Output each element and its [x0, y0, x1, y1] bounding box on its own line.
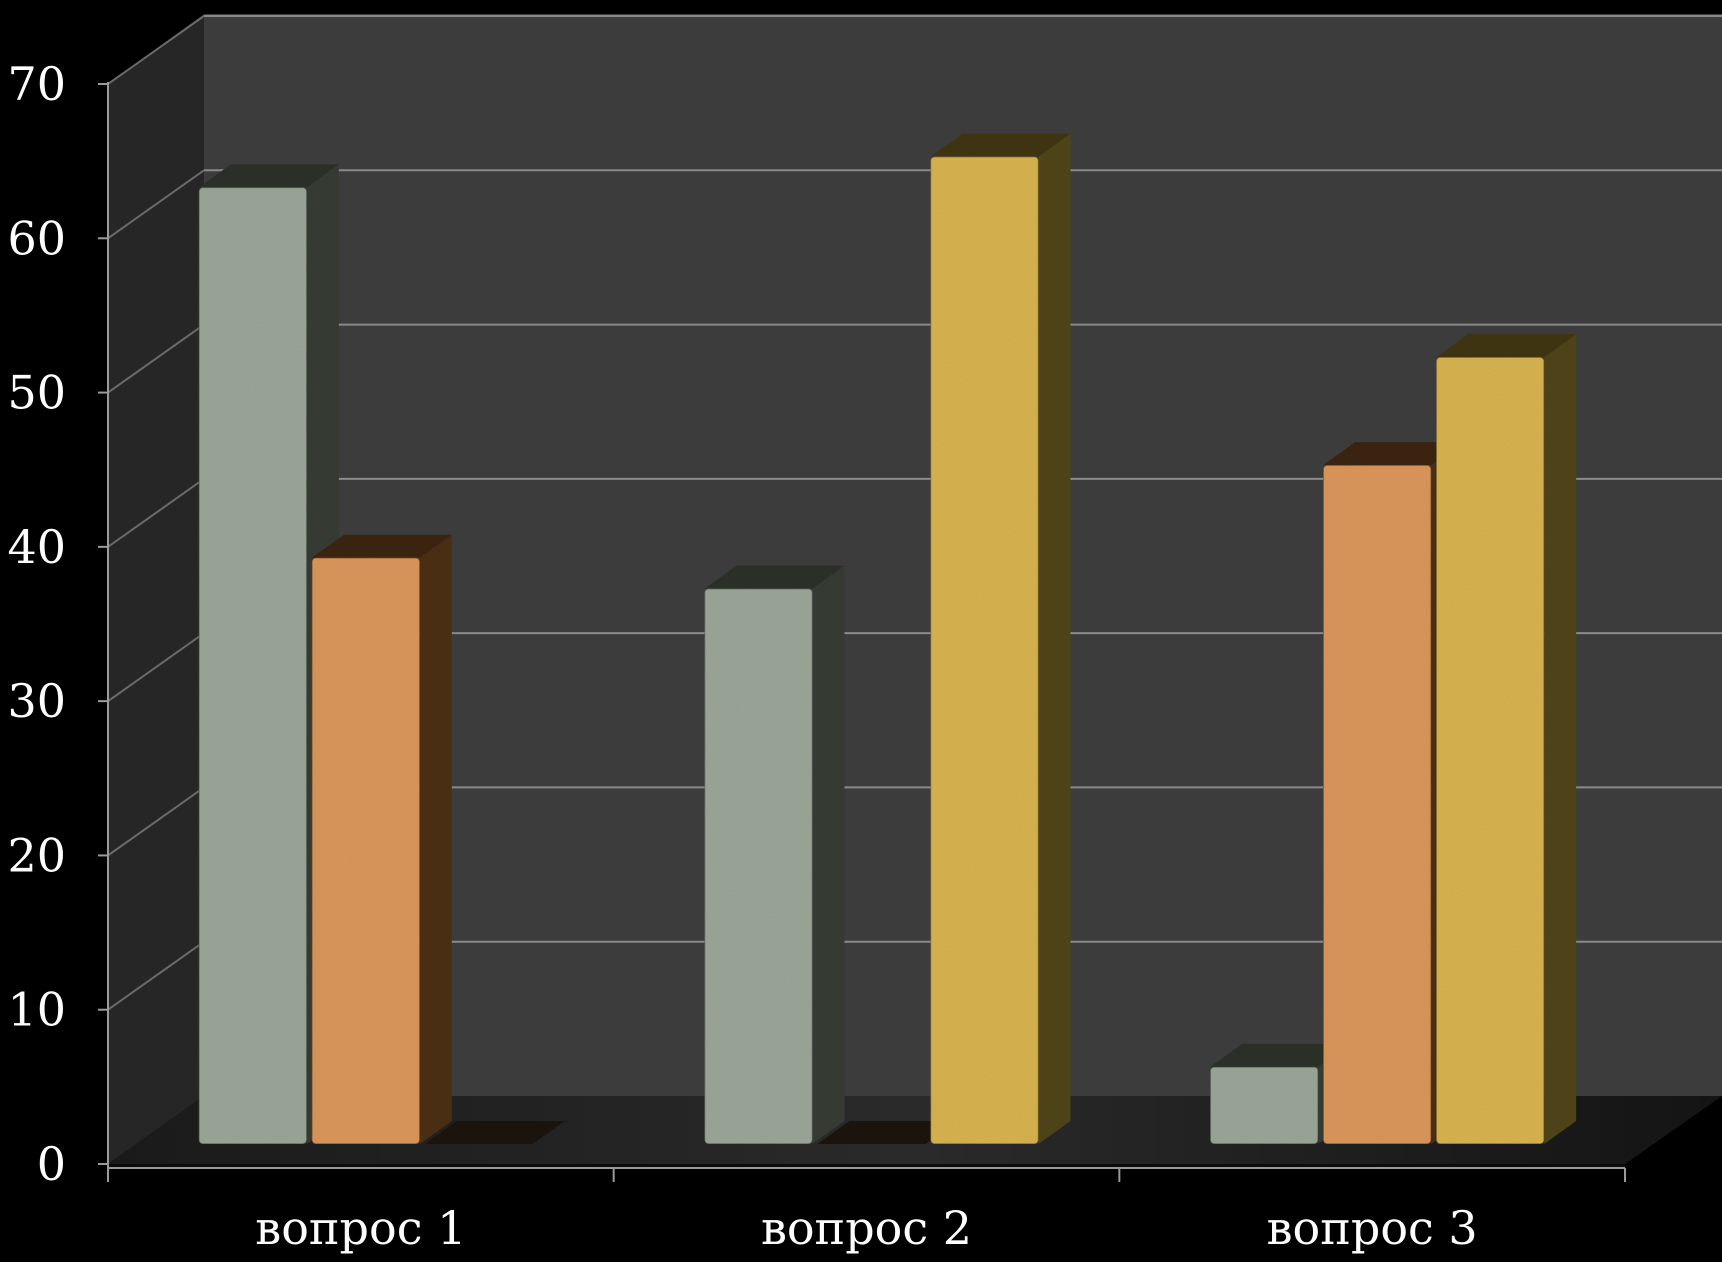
- bar-top: [1436, 334, 1577, 358]
- x-tick-label: вопрос 3: [1267, 1201, 1478, 1255]
- bar: [1209, 1066, 1319, 1145]
- gridline-side: [107, 478, 205, 548]
- gridline-side: [107, 786, 205, 857]
- bar-top: [704, 565, 845, 589]
- gridline-side: [107, 15, 205, 85]
- y-tick-label: 70: [7, 57, 66, 111]
- y-axis-tick-labels: 0 10 20 30 40 50 60 70: [7, 57, 66, 1191]
- gridline-side: [107, 323, 205, 394]
- y-tick-label: 0: [37, 1137, 66, 1191]
- bar-top: [311, 534, 452, 558]
- side-wall: [108, 14, 204, 1164]
- y-tick-label: 60: [7, 211, 66, 265]
- bar: [703, 587, 814, 1145]
- bar: [929, 155, 1040, 1145]
- axes: [98, 82, 1626, 1182]
- bar-side: [419, 534, 452, 1144]
- bar-side: [1544, 334, 1577, 1145]
- bar-side: [812, 565, 845, 1144]
- y-tick-label: 40: [7, 520, 66, 574]
- gridline-side: [107, 940, 205, 1011]
- x-tick-label: вопрос 2: [761, 1201, 972, 1255]
- bar-zero: [817, 1121, 958, 1144]
- bar: [311, 556, 421, 1145]
- bar-top: [1210, 1043, 1351, 1067]
- bars: [198, 133, 1577, 1145]
- x-axis-tick-labels: вопрос 1 вопрос 2 вопрос 3: [255, 1201, 1477, 1255]
- bar-top: [198, 164, 339, 188]
- bar: [1322, 464, 1432, 1145]
- gridline-side: [107, 632, 205, 702]
- bar: [198, 186, 308, 1145]
- y-tick-label: 50: [7, 366, 66, 420]
- bar-top: [1323, 442, 1464, 466]
- y-tick-label: 30: [7, 674, 66, 728]
- gridline-side: [107, 169, 205, 240]
- bar-zero: [424, 1121, 565, 1144]
- y-tick-label: 10: [7, 983, 66, 1037]
- x-tick-label: вопрос 1: [255, 1201, 466, 1255]
- bar-side: [1038, 133, 1071, 1145]
- bar-top: [930, 133, 1071, 157]
- y-tick-label: 20: [7, 828, 66, 882]
- bar: [1435, 356, 1545, 1145]
